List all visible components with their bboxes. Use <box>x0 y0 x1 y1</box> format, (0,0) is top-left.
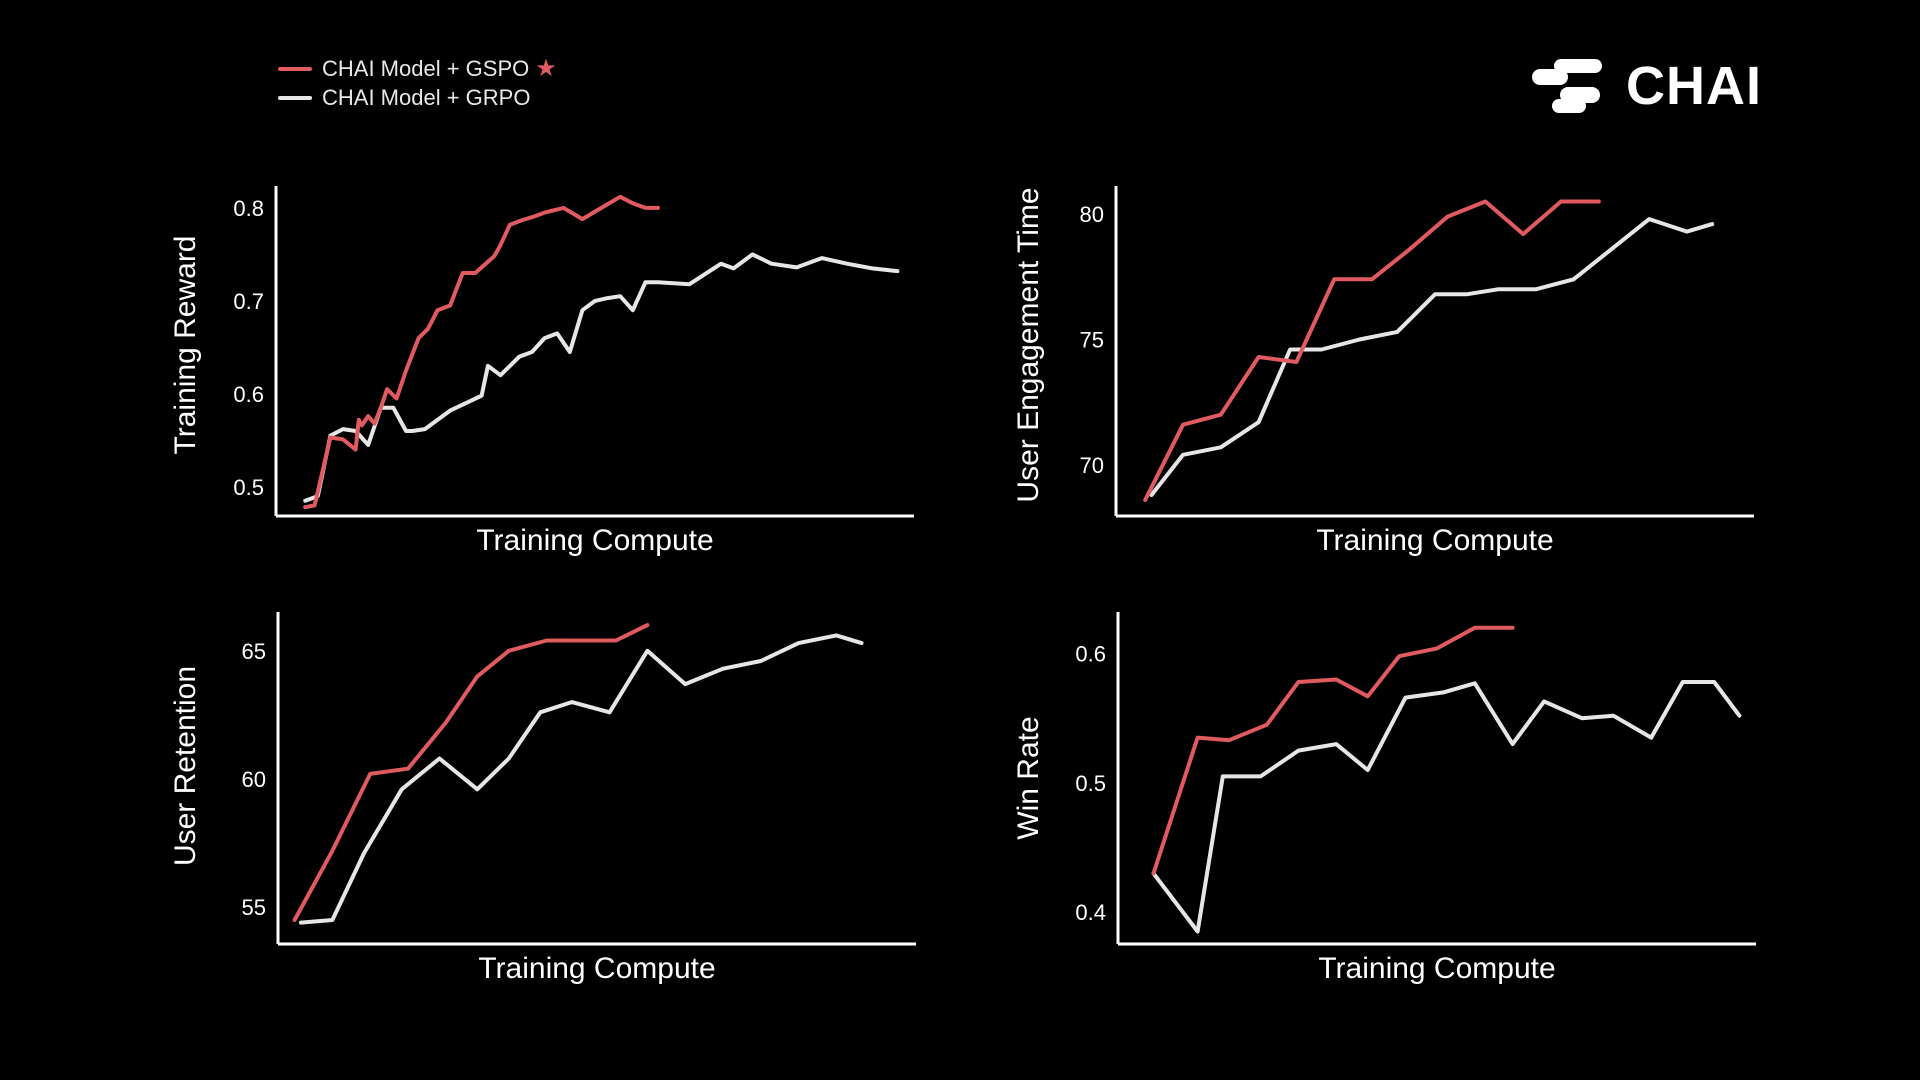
legend: CHAI Model + GSPO ★ CHAI Model + GRPO <box>278 54 557 112</box>
y-tick-label: 0.4 <box>1075 900 1106 925</box>
y-tick-label: 65 <box>242 639 266 664</box>
x-axis-title: Training Compute <box>1316 524 1553 557</box>
star-icon: ★ <box>535 55 557 82</box>
chart-panel-4: 0.4 0.5 0.6 Training Compute Win Rate <box>1012 612 1756 985</box>
legend-item-gspo: CHAI Model + GSPO ★ <box>278 54 557 83</box>
y-tick-label: 0.5 <box>233 475 264 500</box>
x-axis-title: Training Compute <box>478 952 715 985</box>
y-tick-label: 80 <box>1080 202 1104 227</box>
brand-name: CHAI <box>1626 56 1762 116</box>
legend-swatch-grpo <box>278 95 312 100</box>
legend-item-grpo: CHAI Model + GRPO <box>278 83 557 112</box>
y-tick-label: 0.6 <box>233 382 264 407</box>
legend-label-gspo: CHAI Model + GSPO <box>322 55 530 81</box>
y-tick-label: 0.7 <box>233 289 264 314</box>
series-line-grpo <box>1151 680 1742 934</box>
y-tick-label: 70 <box>1080 453 1104 478</box>
y-tick-label: 0.5 <box>1075 771 1106 796</box>
y-axis-title: User Retention <box>169 666 202 866</box>
y-axis-title: User Engagement Time <box>1012 187 1045 502</box>
series-line-grpo <box>303 252 900 503</box>
y-axis-title: Win Rate <box>1012 716 1045 839</box>
chart-panel-2: 70 75 80 Training Compute User Engagement Ti… <box>1012 186 1754 557</box>
y-tick-label: 60 <box>242 767 266 792</box>
series-line-gspo <box>1151 625 1515 876</box>
y-tick-label: 0.6 <box>1075 642 1106 667</box>
y-tick-label: 55 <box>242 895 266 920</box>
series-line-grpo <box>1149 217 1715 497</box>
brand-logo: CHAI <box>1530 55 1762 117</box>
legend-label-grpo: CHAI Model + GRPO <box>322 84 531 110</box>
y-tick-label: 0.8 <box>233 196 264 221</box>
x-axis-title: Training Compute <box>476 524 713 557</box>
y-axis-title: Training Reward <box>169 236 202 455</box>
series-line-grpo <box>298 633 864 925</box>
chart-panel-3: 55 60 65 Training Compute User Retention <box>169 612 916 985</box>
series-line-gspo <box>1143 199 1601 502</box>
chart-panel-1: 0.5 0.6 0.7 0.8 Training Compute Training Rew… <box>169 186 914 557</box>
chai-logo-icon <box>1532 59 1602 113</box>
series-line-gspo <box>292 623 650 922</box>
x-axis-title: Training Compute <box>1318 952 1555 985</box>
series-line-gspo <box>303 194 660 510</box>
legend-swatch-gspo <box>278 66 312 71</box>
y-tick-label: 75 <box>1080 327 1104 352</box>
